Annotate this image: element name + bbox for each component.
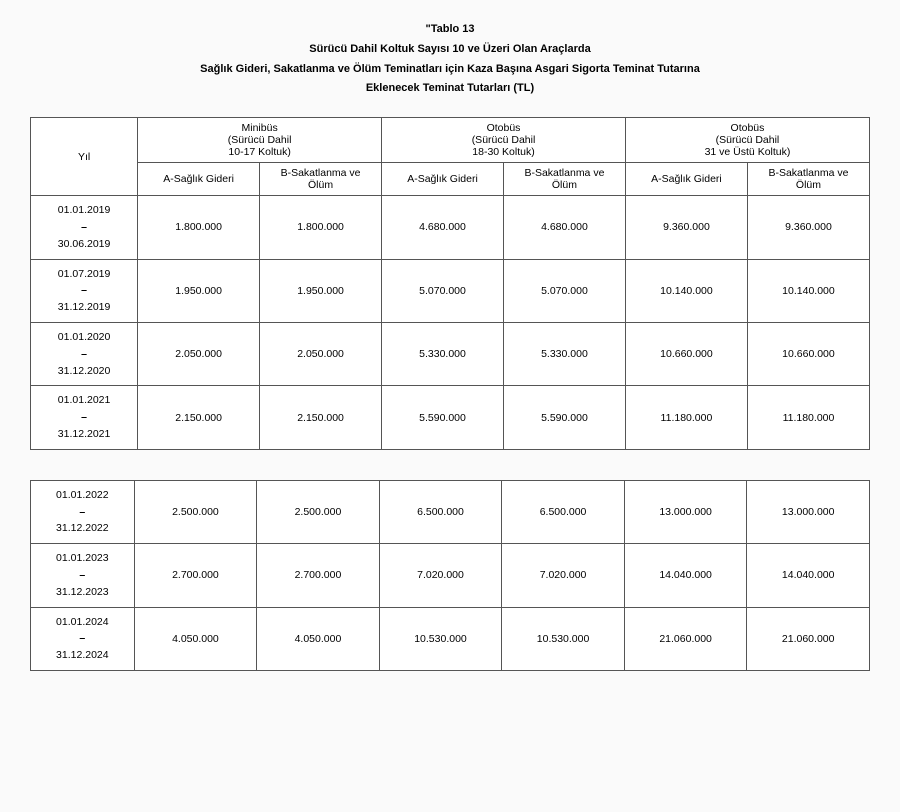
value-cell: 4.050.000 [134,607,257,670]
value-cell: 10.140.000 [747,259,869,322]
col-b2: B-Sakatlanma ve Ölüm [503,163,625,196]
value-cell: 4.050.000 [257,607,380,670]
title-line-4: Eklenecek Teminat Tutarları (TL) [30,79,870,99]
period-cell: 01.07.2019–31.12.2019 [31,259,138,322]
value-cell: 14.040.000 [624,544,747,607]
value-cell: 9.360.000 [747,196,869,259]
table-body-1: 01.01.2019–30.06.20191.800.0001.800.0004… [31,196,870,450]
value-cell: 1.950.000 [260,259,382,322]
value-cell: 14.040.000 [747,544,870,607]
value-cell: 9.360.000 [625,196,747,259]
value-cell: 4.680.000 [382,196,504,259]
value-cell: 2.050.000 [138,322,260,385]
value-cell: 2.150.000 [260,386,382,449]
value-cell: 7.020.000 [379,544,502,607]
value-cell: 6.500.000 [502,480,625,543]
value-cell: 5.070.000 [503,259,625,322]
col-a1: A-Sağlık Gideri [138,163,260,196]
value-cell: 13.000.000 [624,480,747,543]
table-row: 01.07.2019–31.12.20191.950.0001.950.0005… [31,259,870,322]
title-line-2: Sürücü Dahil Koltuk Sayısı 10 ve Üzeri O… [30,40,870,60]
table-row: 01.01.2019–30.06.20191.800.0001.800.0004… [31,196,870,259]
value-cell: 10.140.000 [625,259,747,322]
value-cell: 1.800.000 [260,196,382,259]
col-a3: A-Sağlık Gideri [625,163,747,196]
col-b3: B-Sakatlanma ve Ölüm [747,163,869,196]
table-header: Yıl Minibüs (Sürücü Dahil 10-17 Koltuk) … [31,118,870,196]
table-row: 01.01.2021–31.12.20212.150.0002.150.0005… [31,386,870,449]
value-cell: 7.020.000 [502,544,625,607]
col-a2: A-Sağlık Gideri [382,163,504,196]
value-cell: 1.950.000 [138,259,260,322]
col-group-otobus-1: Otobüs (Sürücü Dahil 18-30 Koltuk) [382,118,626,163]
value-cell: 4.680.000 [503,196,625,259]
value-cell: 10.530.000 [379,607,502,670]
value-cell: 5.330.000 [503,322,625,385]
value-cell: 2.150.000 [138,386,260,449]
title-line-3: Sağlık Gideri, Sakatlanma ve Ölüm Temina… [30,60,870,80]
value-cell: 2.700.000 [134,544,257,607]
coverage-table-1: Yıl Minibüs (Sürücü Dahil 10-17 Koltuk) … [30,117,870,450]
value-cell: 2.500.000 [257,480,380,543]
table-row: 01.01.2023–31.12.20232.700.0002.700.0007… [31,544,870,607]
table-row: 01.01.2022–31.12.20222.500.0002.500.0006… [31,480,870,543]
period-cell: 01.01.2019–30.06.2019 [31,196,138,259]
value-cell: 11.180.000 [747,386,869,449]
value-cell: 1.800.000 [138,196,260,259]
value-cell: 5.330.000 [382,322,504,385]
value-cell: 13.000.000 [747,480,870,543]
col-group-otobus-2: Otobüs (Sürücü Dahil 31 ve Üstü Koltuk) [625,118,869,163]
value-cell: 2.700.000 [257,544,380,607]
period-cell: 01.01.2022–31.12.2022 [31,480,135,543]
value-cell: 2.050.000 [260,322,382,385]
col-yil: Yıl [31,118,138,196]
col-group-minibus: Minibüs (Sürücü Dahil 10-17 Koltuk) [138,118,382,163]
table-body-2: 01.01.2022–31.12.20222.500.0002.500.0006… [31,480,870,670]
period-cell: 01.01.2023–31.12.2023 [31,544,135,607]
value-cell: 5.590.000 [382,386,504,449]
value-cell: 21.060.000 [624,607,747,670]
coverage-table-2: 01.01.2022–31.12.20222.500.0002.500.0006… [30,480,870,671]
value-cell: 10.660.000 [625,322,747,385]
value-cell: 5.070.000 [382,259,504,322]
value-cell: 10.530.000 [502,607,625,670]
title-block: "Tablo 13 Sürücü Dahil Koltuk Sayısı 10 … [30,20,870,99]
value-cell: 21.060.000 [747,607,870,670]
value-cell: 11.180.000 [625,386,747,449]
value-cell: 2.500.000 [134,480,257,543]
table-row: 01.01.2024–31.12.20244.050.0004.050.0001… [31,607,870,670]
value-cell: 5.590.000 [503,386,625,449]
period-cell: 01.01.2024–31.12.2024 [31,607,135,670]
table-row: 01.01.2020–31.12.20202.050.0002.050.0005… [31,322,870,385]
period-cell: 01.01.2020–31.12.2020 [31,322,138,385]
title-line-1: "Tablo 13 [30,20,870,40]
value-cell: 6.500.000 [379,480,502,543]
value-cell: 10.660.000 [747,322,869,385]
col-b1: B-Sakatlanma ve Ölüm [260,163,382,196]
period-cell: 01.01.2021–31.12.2021 [31,386,138,449]
